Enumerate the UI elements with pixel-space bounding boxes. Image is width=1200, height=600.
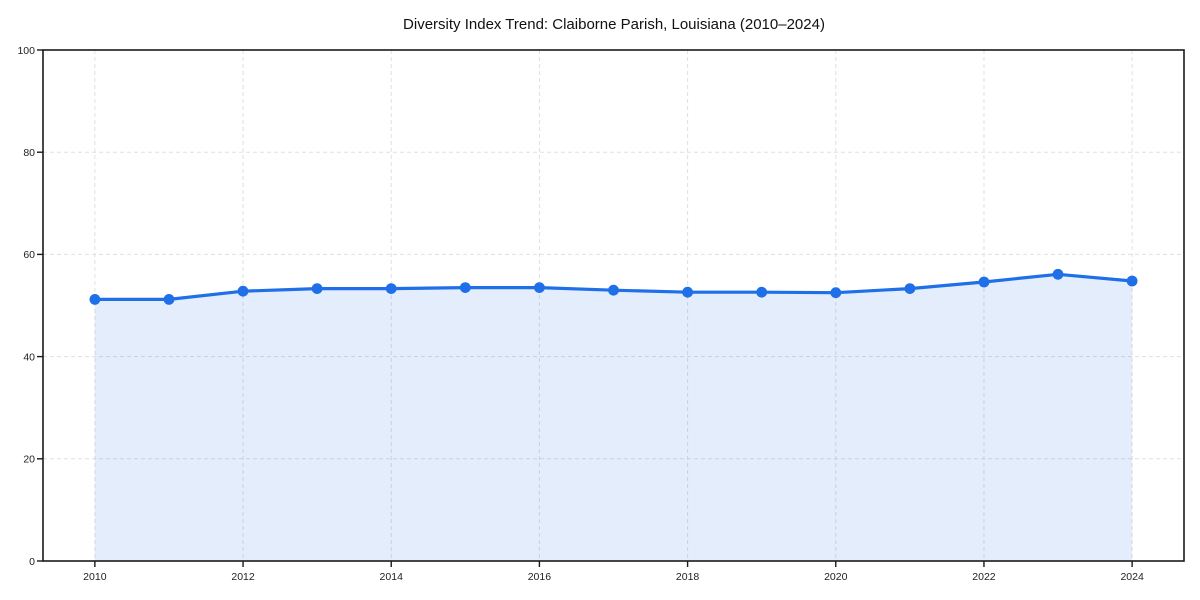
data-point-marker <box>89 294 101 305</box>
x-tick-label: 2014 <box>380 571 404 583</box>
chart-title: Diversity Index Trend: Claiborne Parish,… <box>403 16 825 33</box>
data-point-marker <box>311 283 323 294</box>
area-fill <box>94 274 1133 561</box>
y-tick-label: 40 <box>23 351 35 363</box>
data-point-marker <box>830 287 842 299</box>
plot-border <box>42 49 1185 562</box>
data-point-marker <box>385 283 397 294</box>
y-tick-label: 0 <box>29 556 35 568</box>
data-point-marker <box>756 286 768 298</box>
x-tick-label: 2012 <box>231 571 255 583</box>
y-tick-label: 100 <box>17 45 35 57</box>
x-tick-label: 2010 <box>83 571 107 583</box>
y-tick-label: 60 <box>23 249 35 261</box>
plot-area: 2010 2012 2014 2016 2018 2020 2022 2024 0 20 40 60 8… <box>17 45 1185 583</box>
data-point-marker <box>237 285 249 297</box>
x-tick-label: 2020 <box>824 571 848 583</box>
data-point-marker <box>1126 275 1138 287</box>
y-tick-label: 20 <box>23 454 35 466</box>
y-tick-label: 80 <box>23 147 35 159</box>
data-point-marker <box>163 294 175 305</box>
x-tick-label: 2024 <box>1120 571 1144 583</box>
data-point-marker <box>904 283 916 294</box>
x-tick-label: 2018 <box>676 571 700 583</box>
data-point-marker <box>459 282 471 293</box>
x-tick-label: 2022 <box>972 571 996 583</box>
x-tick-label: 2016 <box>528 571 552 583</box>
data-point-marker <box>608 284 619 296</box>
data-point-marker <box>978 276 990 288</box>
data-point-marker <box>1052 268 1064 280</box>
data-point-marker <box>534 282 545 293</box>
data-point-marker <box>682 286 693 298</box>
